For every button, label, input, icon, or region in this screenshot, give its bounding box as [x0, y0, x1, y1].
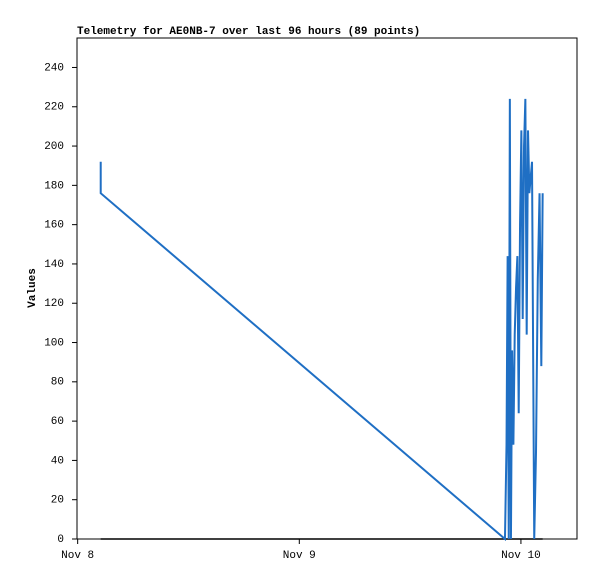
- y-axis-title: Values: [27, 268, 39, 308]
- x-tick-label: Nov 9: [283, 550, 316, 562]
- y-tick-label: 160: [44, 220, 64, 232]
- x-tick-label: Nov 8: [61, 550, 94, 562]
- y-tick-label: 180: [44, 180, 64, 192]
- series-line: [99, 98, 544, 542]
- y-tick-label: 20: [51, 495, 64, 507]
- y-tick-label: 220: [44, 102, 64, 114]
- y-tick-label: 80: [51, 377, 64, 389]
- y-tick-label: 240: [44, 62, 64, 74]
- y-tick-label: 200: [44, 141, 64, 153]
- y-tick-label: 40: [51, 455, 64, 467]
- y-tick-label: 120: [44, 298, 64, 310]
- y-tick-label: 0: [57, 534, 64, 546]
- y-tick-label: 60: [51, 416, 64, 428]
- chart-title: Telemetry for AE0NB-7 over last 96 hours…: [77, 26, 420, 38]
- x-tick-label: Nov 10: [501, 550, 541, 562]
- y-tick-label: 140: [44, 259, 64, 271]
- y-tick-label: 100: [44, 337, 64, 349]
